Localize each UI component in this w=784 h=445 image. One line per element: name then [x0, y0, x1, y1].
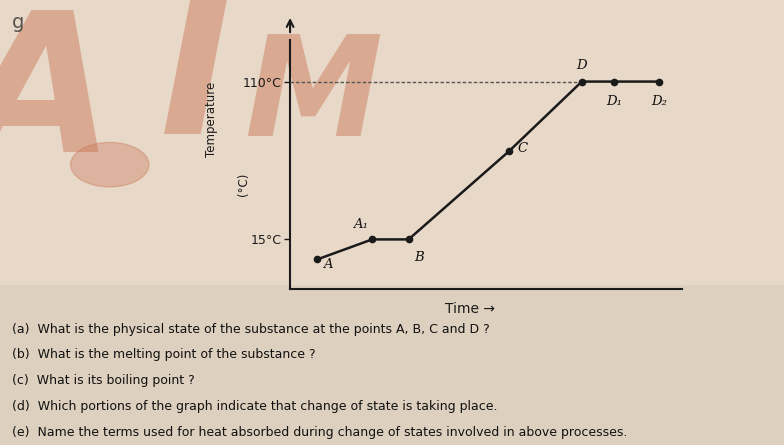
Text: C: C: [517, 142, 527, 154]
Bar: [0, 0, 784, 285]
Text: D₂: D₂: [652, 95, 667, 108]
Text: A: A: [0, 4, 114, 192]
Text: (b)  What is the melting point of the substance ?: (b) What is the melting point of the sub…: [12, 348, 315, 361]
Text: D₁: D₁: [606, 95, 622, 108]
Text: (a)  What is the physical state of the substance at the points A, B, C and D ?: (a) What is the physical state of the su…: [12, 323, 489, 336]
Circle shape: [71, 142, 149, 187]
Text: Temperature: Temperature: [205, 82, 218, 158]
Text: (c)  What is its boiling point ?: (c) What is its boiling point ?: [12, 374, 194, 387]
Text: A₁: A₁: [353, 218, 368, 231]
Text: D: D: [576, 59, 587, 72]
Text: A: A: [323, 258, 332, 271]
Text: I: I: [160, 0, 232, 174]
Text: B: B: [414, 251, 424, 264]
Bar: [0, 285, 784, 445]
Text: M: M: [245, 30, 383, 166]
Text: g: g: [12, 13, 24, 32]
Text: Time →: Time →: [445, 302, 495, 316]
Text: (e)  Name the terms used for heat absorbed during change of states involved in a: (e) Name the terms used for heat absorbe…: [12, 426, 627, 439]
Text: (d)  Which portions of the graph indicate that change of state is taking place.: (d) Which portions of the graph indicate…: [12, 400, 497, 413]
Text: (°C): (°C): [237, 173, 249, 196]
